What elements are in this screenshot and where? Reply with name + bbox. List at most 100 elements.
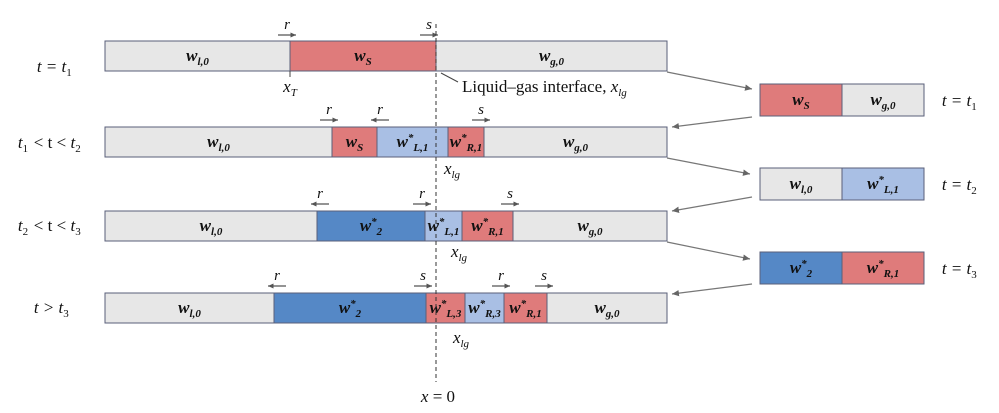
wave-arrow-s: s	[535, 268, 553, 289]
state-label-w-g-0: wg,0	[594, 298, 620, 320]
state-segment-w-l-0	[104, 126, 333, 158]
state-segment-w-l-0	[104, 40, 291, 72]
solution-row: wl,0 wS wg,0 t = t1	[37, 40, 668, 79]
state-label-w-g-0: wg,0	[539, 46, 565, 68]
wave-label-s: s	[478, 102, 484, 118]
connector-arrow	[671, 116, 753, 130]
state-segment-w-s	[289, 40, 437, 72]
wave-arrow-s: s	[414, 268, 432, 289]
state-label-w-l-0: wl,0	[200, 216, 223, 238]
x-t-label: xT	[282, 77, 298, 99]
wave-label-s: s	[541, 268, 547, 284]
state-label-w-r-1: w*R,1	[450, 132, 482, 154]
wave-arrow-r: r	[492, 268, 510, 289]
state-segment-w-2	[273, 292, 427, 324]
riemann-state-w-2	[759, 251, 843, 285]
state-segment-w-g-0	[435, 40, 668, 72]
riemann-state-label: wS	[792, 90, 809, 112]
state-label-w-g-0: wg,0	[577, 216, 603, 238]
state-label-w-r-3: w*R,3	[468, 298, 501, 320]
state-segment-w-r-1	[461, 210, 514, 242]
state-segment-w-r-1	[503, 292, 548, 324]
state-label-w-r-1: w*R,1	[471, 216, 503, 238]
connector-arrow	[666, 241, 751, 261]
state-label-w-2: w*2	[339, 298, 362, 320]
state-label-w-l-1: w*L,1	[428, 216, 460, 238]
state-label-w-l-0: wl,0	[178, 298, 201, 320]
x-lg-label: xlg	[452, 328, 470, 350]
state-segment-w-g-0	[483, 126, 668, 158]
wave-arrow-s: s	[420, 17, 438, 38]
riemann-state-label: wg,0	[870, 90, 896, 112]
time-label: t > t3	[34, 298, 70, 320]
wave-label-r: r	[326, 102, 332, 118]
state-label-w-g-0: wg,0	[563, 132, 589, 154]
wave-arrow-r: r	[413, 186, 431, 207]
wave-label-s: s	[420, 268, 426, 284]
wave-label-r: r	[284, 17, 290, 33]
state-label-w-l-1: w*L,1	[397, 132, 429, 154]
riemann-state-label: w*R,1	[867, 258, 899, 280]
wave-label-s: s	[507, 186, 513, 202]
solution-row: wl,0 wS w*L,1 w*R,1 wg,0 t1 < t < t2	[18, 126, 668, 158]
connector-arrow	[671, 283, 753, 297]
x-lg-label: xlg	[443, 159, 461, 181]
wave-label-r: r	[419, 186, 425, 202]
riemann-state-label: w*2	[790, 258, 813, 280]
interface-label: Liquid–gas interface, xlg	[462, 77, 627, 99]
riemann-state-w-s	[759, 83, 843, 117]
riemann-state-w-l-1	[841, 167, 925, 201]
riemann-state-w-r-1	[841, 251, 925, 285]
connector-arrow	[666, 71, 753, 91]
riemann-time-label: t = t3	[942, 259, 978, 281]
connector-arrow	[671, 196, 753, 213]
state-segment-w-l-0	[104, 292, 275, 324]
state-label-w-s: wS	[346, 132, 363, 154]
annotations: r s r r s r r s r s r s xT Liquid–gas interface, xlg x…	[268, 17, 753, 406]
riemann-state-w-g-0	[841, 83, 925, 117]
state-label-w-r-1: w*R,1	[509, 298, 541, 320]
riemann-state-w-l-0	[759, 167, 843, 201]
riemann-problems: wS wg,0 t = t1 wl,0 w*L,1 t = t2 w*2 w*R,1 t =…	[759, 83, 978, 285]
state-segment-w-r-3	[464, 292, 505, 324]
wave-arrow-r: r	[320, 102, 338, 123]
state-label-w-2: w*2	[360, 216, 383, 238]
state-segment-w-l-1	[424, 210, 463, 242]
wave-label-r: r	[377, 102, 383, 118]
connector-arrow	[666, 157, 751, 176]
state-segment-w-g-0	[546, 292, 668, 324]
time-label: t = t1	[37, 57, 73, 79]
state-segment-w-g-0	[512, 210, 668, 242]
solution-row: wl,0 w*2 w*L,3 w*R,3 w*R,1 wg,0t > t3	[34, 292, 668, 324]
solution-row: wl,0 w*2 w*L,1 w*R,1 wg,0 t2 < t < t3	[18, 210, 668, 242]
state-label-w-l-0: wl,0	[207, 132, 230, 154]
wave-arrow-s: s	[501, 186, 519, 207]
state-segment-w-2	[316, 210, 426, 242]
riemann-time-label: t = t1	[942, 91, 978, 113]
wave-arrow-r: r	[371, 102, 389, 123]
state-segment-w-l-3	[425, 292, 466, 324]
state-label-w-s: wS	[354, 46, 371, 68]
riemann-state-label: w*L,1	[867, 174, 899, 196]
riemann-problem: wl,0 w*L,1 t = t2	[759, 167, 978, 201]
time-label: t1 < t < t2	[18, 133, 82, 155]
wave-label-r: r	[498, 268, 504, 284]
state-segment-w-l-0	[104, 210, 318, 242]
wave-label-r: r	[317, 186, 323, 202]
wave-arrow-r: r	[311, 186, 329, 207]
solution-rows: wl,0 wS wg,0 t = t1 wl,0 wS w*L,1 w*R,1 wg,0 t1 …	[18, 40, 668, 324]
riemann-state-label: wl,0	[790, 174, 813, 196]
interface-leader	[440, 72, 459, 83]
state-label-w-l-0: wl,0	[186, 46, 209, 68]
wave-arrow-r: r	[278, 17, 296, 38]
wave-label-r: r	[274, 268, 280, 284]
riemann-problem: w*2 w*R,1 t = t3	[759, 251, 978, 285]
time-label: t2 < t < t3	[18, 216, 82, 238]
wave-label-s: s	[426, 17, 432, 33]
wave-arrow-r: r	[268, 268, 286, 289]
wave-arrow-s: s	[472, 102, 490, 123]
x-zero-label: x = 0	[420, 387, 455, 406]
riemann-problem: wS wg,0 t = t1	[759, 83, 978, 117]
riemann-time-label: t = t2	[942, 175, 978, 197]
